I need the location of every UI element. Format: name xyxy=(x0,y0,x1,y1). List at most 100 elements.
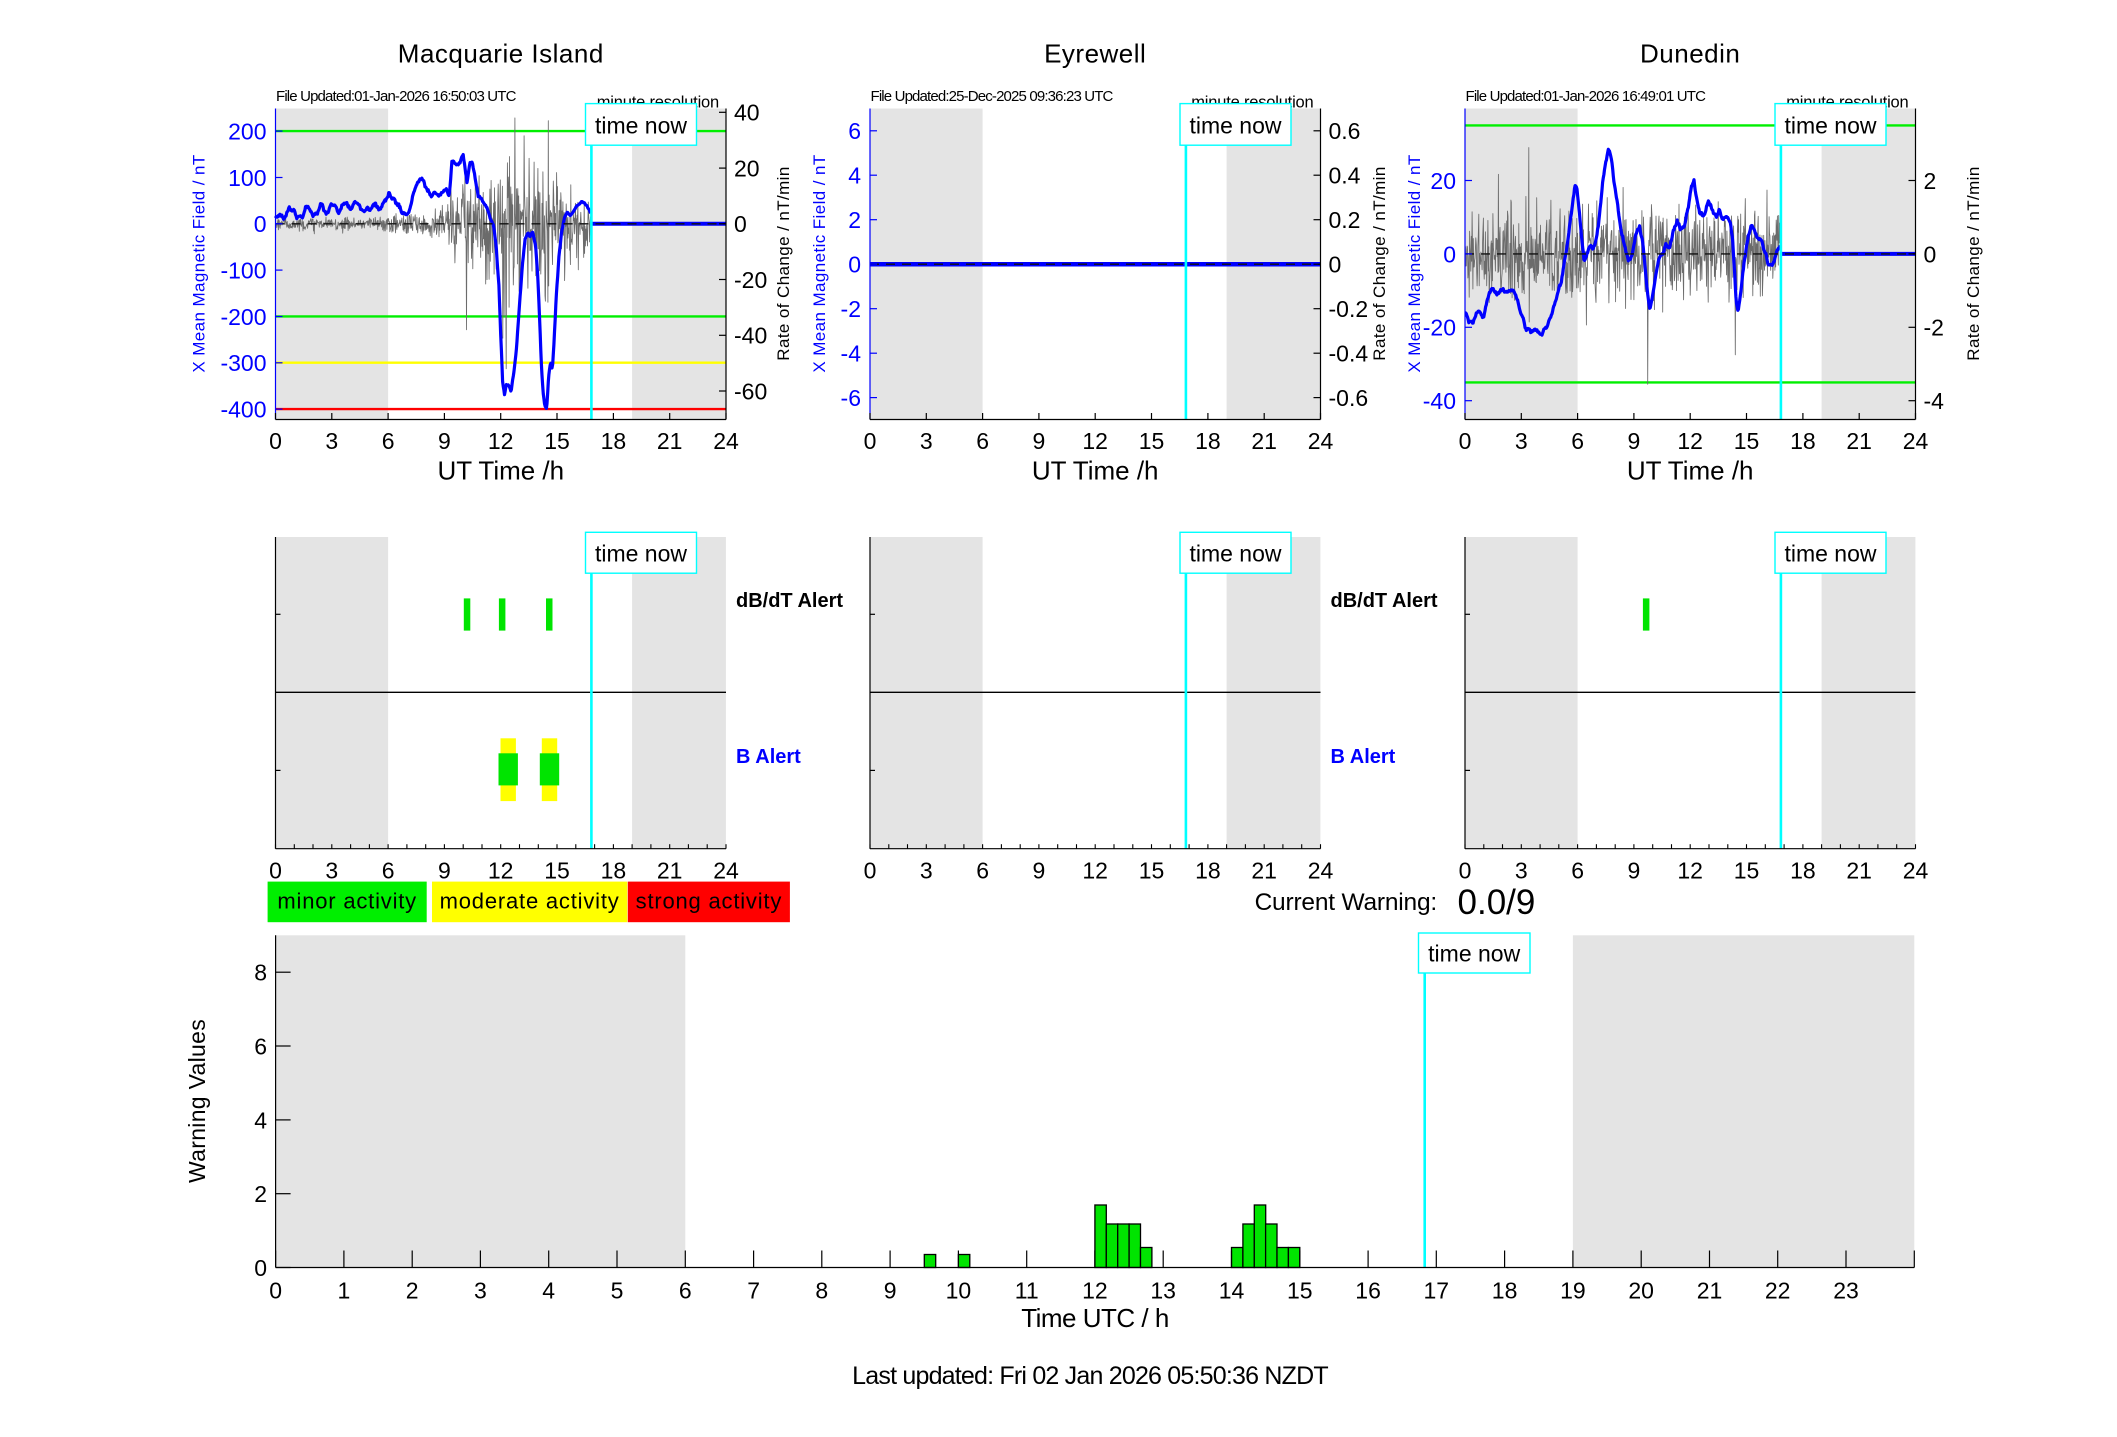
svg-text:18: 18 xyxy=(1790,428,1816,454)
svg-text:time now: time now xyxy=(1784,541,1876,567)
svg-text:15: 15 xyxy=(544,428,570,454)
svg-text:15: 15 xyxy=(1139,858,1165,884)
svg-text:-4: -4 xyxy=(1924,388,1945,414)
svg-text:6: 6 xyxy=(1571,858,1584,884)
svg-text:3: 3 xyxy=(1515,858,1528,884)
svg-text:13: 13 xyxy=(1150,1278,1176,1304)
svg-text:9: 9 xyxy=(884,1278,897,1304)
svg-text:-6: -6 xyxy=(841,385,861,411)
svg-text:minor activity: minor activity xyxy=(277,888,417,913)
svg-text:0: 0 xyxy=(269,1278,282,1304)
svg-text:6: 6 xyxy=(976,428,989,454)
svg-text:-60: -60 xyxy=(734,378,767,404)
svg-text:15: 15 xyxy=(544,858,570,884)
svg-text:23: 23 xyxy=(1833,1278,1859,1304)
svg-text:0: 0 xyxy=(1459,858,1472,884)
svg-text:dB/dT Alert: dB/dT Alert xyxy=(736,590,843,612)
svg-text:24: 24 xyxy=(713,428,739,454)
svg-text:15: 15 xyxy=(1287,1278,1313,1304)
svg-text:100: 100 xyxy=(228,165,266,191)
svg-text:21: 21 xyxy=(657,858,683,884)
svg-text:15: 15 xyxy=(1734,428,1760,454)
svg-text:X Mean Magnetic Field / nT: X Mean Magnetic Field / nT xyxy=(1405,154,1424,372)
svg-text:18: 18 xyxy=(1790,858,1816,884)
svg-text:4: 4 xyxy=(542,1278,555,1304)
svg-text:0: 0 xyxy=(1459,428,1472,454)
svg-text:6: 6 xyxy=(976,858,989,884)
svg-text:12: 12 xyxy=(1082,858,1108,884)
svg-text:time now: time now xyxy=(595,113,687,139)
svg-text:9: 9 xyxy=(1628,858,1641,884)
svg-text:0: 0 xyxy=(734,211,747,237)
svg-text:21: 21 xyxy=(1697,1278,1723,1304)
svg-text:UT Time /h: UT Time /h xyxy=(437,456,564,486)
svg-text:6: 6 xyxy=(1571,428,1584,454)
svg-text:21: 21 xyxy=(1251,428,1277,454)
svg-text:24: 24 xyxy=(713,858,739,884)
svg-text:0.6: 0.6 xyxy=(1329,118,1361,144)
svg-text:21: 21 xyxy=(657,428,683,454)
svg-text:21: 21 xyxy=(1251,858,1277,884)
svg-text:time now: time now xyxy=(595,541,687,567)
svg-text:dB/dT Alert: dB/dT Alert xyxy=(1331,590,1438,612)
svg-text:0.0/9: 0.0/9 xyxy=(1458,883,1536,922)
svg-text:9: 9 xyxy=(1628,428,1641,454)
svg-text:File Updated:25-Dec-2025 09:36: File Updated:25-Dec-2025 09:36:23 UTC xyxy=(871,88,1114,105)
svg-text:6: 6 xyxy=(848,118,861,144)
svg-text:Macquarie Island: Macquarie Island xyxy=(398,39,604,69)
svg-text:-300: -300 xyxy=(220,350,266,376)
svg-text:6: 6 xyxy=(254,1033,267,1059)
svg-text:0: 0 xyxy=(254,211,267,237)
svg-text:0.4: 0.4 xyxy=(1329,163,1361,189)
svg-text:-2: -2 xyxy=(841,296,861,322)
svg-text:2: 2 xyxy=(406,1278,419,1304)
svg-text:20: 20 xyxy=(1628,1278,1654,1304)
svg-text:3: 3 xyxy=(325,858,338,884)
svg-text:UT Time /h: UT Time /h xyxy=(1627,456,1754,486)
svg-text:-0.4: -0.4 xyxy=(1329,341,1369,367)
svg-text:3: 3 xyxy=(920,858,933,884)
svg-text:X Mean Magnetic Field / nT: X Mean Magnetic Field / nT xyxy=(190,154,209,372)
svg-text:Dunedin: Dunedin xyxy=(1640,39,1740,69)
svg-text:-100: -100 xyxy=(220,258,266,284)
svg-text:12: 12 xyxy=(1677,858,1703,884)
svg-text:4: 4 xyxy=(848,163,861,189)
svg-text:24: 24 xyxy=(1308,858,1334,884)
svg-text:18: 18 xyxy=(601,428,627,454)
svg-text:-2: -2 xyxy=(1924,315,1944,341)
svg-text:5: 5 xyxy=(611,1278,624,1304)
svg-text:18: 18 xyxy=(1195,428,1221,454)
svg-text:-20: -20 xyxy=(1423,315,1456,341)
svg-text:12: 12 xyxy=(488,858,514,884)
svg-text:18: 18 xyxy=(601,858,627,884)
svg-text:0.2: 0.2 xyxy=(1329,207,1361,233)
svg-text:24: 24 xyxy=(1903,428,1929,454)
svg-text:24: 24 xyxy=(1308,428,1334,454)
svg-text:time now: time now xyxy=(1189,541,1281,567)
svg-text:2: 2 xyxy=(254,1181,267,1207)
svg-text:9: 9 xyxy=(438,858,451,884)
svg-text:0: 0 xyxy=(1329,252,1342,278)
svg-text:moderate activity: moderate activity xyxy=(440,888,620,913)
svg-text:22: 22 xyxy=(1765,1278,1791,1304)
svg-text:Rate of Change / nT/min: Rate of Change / nT/min xyxy=(1964,166,1983,360)
svg-text:0: 0 xyxy=(864,428,877,454)
svg-text:17: 17 xyxy=(1424,1278,1450,1304)
svg-text:2: 2 xyxy=(1924,168,1937,194)
svg-text:8: 8 xyxy=(815,1278,828,1304)
svg-text:3: 3 xyxy=(1515,428,1528,454)
svg-text:6: 6 xyxy=(382,858,395,884)
svg-text:18: 18 xyxy=(1195,858,1221,884)
svg-text:12: 12 xyxy=(1677,428,1703,454)
svg-text:24: 24 xyxy=(1903,858,1929,884)
svg-text:2: 2 xyxy=(848,207,861,233)
svg-text:200: 200 xyxy=(228,119,266,145)
svg-text:time now: time now xyxy=(1428,940,1520,966)
svg-text:File Updated:01-Jan-2026 16:50: File Updated:01-Jan-2026 16:50:03 UTC xyxy=(276,88,517,105)
svg-text:40: 40 xyxy=(734,100,760,126)
svg-text:4: 4 xyxy=(254,1107,267,1133)
svg-text:-40: -40 xyxy=(734,323,767,349)
svg-text:1: 1 xyxy=(338,1278,351,1304)
svg-text:B Alert: B Alert xyxy=(736,746,801,768)
svg-text:-20: -20 xyxy=(734,267,767,293)
